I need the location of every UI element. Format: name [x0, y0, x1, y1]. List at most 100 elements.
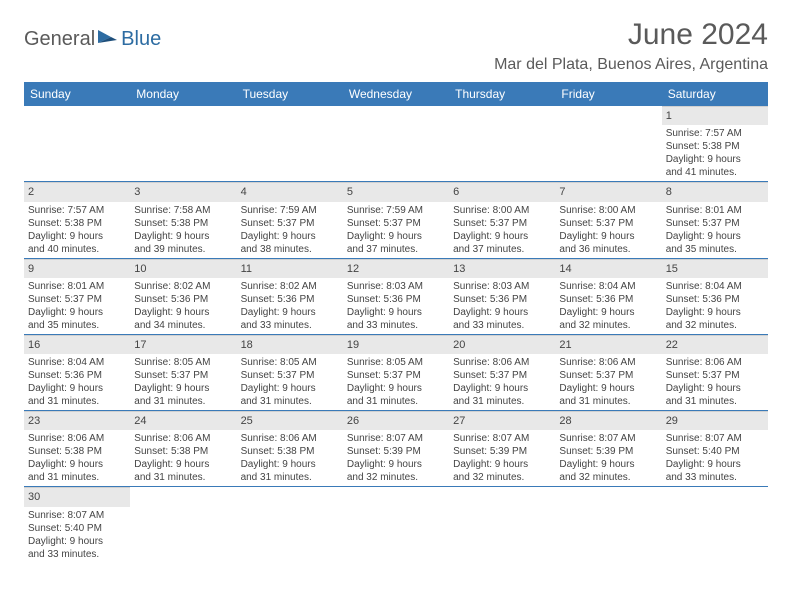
- calendar-cell: 5Sunrise: 7:59 AMSunset: 5:37 PMDaylight…: [343, 182, 449, 258]
- daylight-text: Daylight: 9 hours: [347, 382, 445, 395]
- daylight-text: and 31 minutes.: [347, 395, 445, 408]
- daylight-text: Daylight: 9 hours: [666, 382, 764, 395]
- daylight-text: and 40 minutes.: [28, 243, 126, 256]
- day-number: 30: [24, 487, 130, 506]
- sunset-text: Sunset: 5:36 PM: [241, 293, 339, 306]
- daylight-text: Daylight: 9 hours: [28, 535, 126, 548]
- daylight-text: and 31 minutes.: [134, 471, 232, 484]
- calendar-cell: 25Sunrise: 8:06 AMSunset: 5:38 PMDayligh…: [237, 411, 343, 487]
- sunrise-text: Sunrise: 8:07 AM: [347, 432, 445, 445]
- sunset-text: Sunset: 5:37 PM: [241, 369, 339, 382]
- calendar-row: 23Sunrise: 8:06 AMSunset: 5:38 PMDayligh…: [24, 411, 768, 487]
- day-details: Sunrise: 8:05 AMSunset: 5:37 PMDaylight:…: [130, 354, 236, 410]
- daylight-text: Daylight: 9 hours: [134, 382, 232, 395]
- weekday-header: Thursday: [449, 82, 555, 106]
- weekday-header-row: SundayMondayTuesdayWednesdayThursdayFrid…: [24, 82, 768, 106]
- day-number: 14: [555, 259, 661, 278]
- header: General Blue June 2024 Mar del Plata, Bu…: [24, 18, 768, 74]
- day-details: Sunrise: 7:59 AMSunset: 5:37 PMDaylight:…: [237, 202, 343, 258]
- sunrise-text: Sunrise: 8:00 AM: [559, 204, 657, 217]
- day-details: Sunrise: 8:07 AMSunset: 5:40 PMDaylight:…: [662, 430, 768, 486]
- logo: General Blue: [24, 28, 161, 51]
- calendar-cell-empty: [555, 106, 661, 182]
- sunset-text: Sunset: 5:38 PM: [241, 445, 339, 458]
- day-details: Sunrise: 8:02 AMSunset: 5:36 PMDaylight:…: [237, 278, 343, 334]
- daylight-text: Daylight: 9 hours: [347, 458, 445, 471]
- daylight-text: Daylight: 9 hours: [453, 306, 551, 319]
- day-details: Sunrise: 8:00 AMSunset: 5:37 PMDaylight:…: [555, 202, 661, 258]
- calendar-cell-empty: [24, 106, 130, 182]
- sunset-text: Sunset: 5:36 PM: [559, 293, 657, 306]
- daylight-text: and 31 minutes.: [453, 395, 551, 408]
- day-number: 12: [343, 259, 449, 278]
- day-details: Sunrise: 8:06 AMSunset: 5:37 PMDaylight:…: [449, 354, 555, 410]
- day-number: 26: [343, 411, 449, 430]
- sunrise-text: Sunrise: 7:58 AM: [134, 204, 232, 217]
- calendar-cell: 11Sunrise: 8:02 AMSunset: 5:36 PMDayligh…: [237, 258, 343, 334]
- daylight-text: and 31 minutes.: [28, 471, 126, 484]
- daylight-text: and 34 minutes.: [134, 319, 232, 332]
- day-number: 18: [237, 335, 343, 354]
- day-details: Sunrise: 8:01 AMSunset: 5:37 PMDaylight:…: [662, 202, 768, 258]
- sunset-text: Sunset: 5:36 PM: [28, 369, 126, 382]
- sunset-text: Sunset: 5:36 PM: [347, 293, 445, 306]
- daylight-text: Daylight: 9 hours: [241, 306, 339, 319]
- day-details: Sunrise: 8:05 AMSunset: 5:37 PMDaylight:…: [343, 354, 449, 410]
- daylight-text: and 31 minutes.: [241, 395, 339, 408]
- sunset-text: Sunset: 5:37 PM: [453, 369, 551, 382]
- sunrise-text: Sunrise: 8:06 AM: [28, 432, 126, 445]
- month-title: June 2024: [494, 18, 768, 52]
- calendar-cell-empty: [449, 106, 555, 182]
- calendar-cell: 28Sunrise: 8:07 AMSunset: 5:39 PMDayligh…: [555, 411, 661, 487]
- sunrise-text: Sunrise: 8:07 AM: [666, 432, 764, 445]
- daylight-text: and 33 minutes.: [241, 319, 339, 332]
- calendar-cell-empty: [662, 487, 768, 563]
- sunset-text: Sunset: 5:36 PM: [134, 293, 232, 306]
- day-details: Sunrise: 8:06 AMSunset: 5:38 PMDaylight:…: [24, 430, 130, 486]
- day-details: Sunrise: 8:07 AMSunset: 5:39 PMDaylight:…: [343, 430, 449, 486]
- weekday-header: Wednesday: [343, 82, 449, 106]
- day-details: Sunrise: 8:04 AMSunset: 5:36 PMDaylight:…: [555, 278, 661, 334]
- daylight-text: and 32 minutes.: [453, 471, 551, 484]
- sunrise-text: Sunrise: 8:05 AM: [241, 356, 339, 369]
- calendar-cell: 27Sunrise: 8:07 AMSunset: 5:39 PMDayligh…: [449, 411, 555, 487]
- daylight-text: Daylight: 9 hours: [134, 306, 232, 319]
- day-number: 23: [24, 411, 130, 430]
- day-details: Sunrise: 8:06 AMSunset: 5:38 PMDaylight:…: [237, 430, 343, 486]
- sunrise-text: Sunrise: 8:05 AM: [347, 356, 445, 369]
- sunrise-text: Sunrise: 8:05 AM: [134, 356, 232, 369]
- day-number: 2: [24, 182, 130, 201]
- daylight-text: and 31 minutes.: [241, 471, 339, 484]
- sunset-text: Sunset: 5:37 PM: [347, 369, 445, 382]
- daylight-text: and 32 minutes.: [559, 319, 657, 332]
- daylight-text: and 31 minutes.: [28, 395, 126, 408]
- sunset-text: Sunset: 5:37 PM: [28, 293, 126, 306]
- day-number: 15: [662, 259, 768, 278]
- daylight-text: Daylight: 9 hours: [666, 458, 764, 471]
- calendar-cell-empty: [343, 106, 449, 182]
- sunset-text: Sunset: 5:37 PM: [453, 217, 551, 230]
- calendar-cell: 29Sunrise: 8:07 AMSunset: 5:40 PMDayligh…: [662, 411, 768, 487]
- logo-flag-icon: [97, 28, 119, 51]
- daylight-text: and 31 minutes.: [134, 395, 232, 408]
- sunrise-text: Sunrise: 8:07 AM: [28, 509, 126, 522]
- day-number: 21: [555, 335, 661, 354]
- weekday-header: Saturday: [662, 82, 768, 106]
- daylight-text: and 33 minutes.: [347, 319, 445, 332]
- daylight-text: and 39 minutes.: [134, 243, 232, 256]
- daylight-text: and 36 minutes.: [559, 243, 657, 256]
- sunset-text: Sunset: 5:38 PM: [28, 217, 126, 230]
- day-details: Sunrise: 7:57 AMSunset: 5:38 PMDaylight:…: [662, 125, 768, 181]
- day-number: 8: [662, 182, 768, 201]
- sunrise-text: Sunrise: 8:06 AM: [666, 356, 764, 369]
- calendar-row: 30Sunrise: 8:07 AMSunset: 5:40 PMDayligh…: [24, 487, 768, 563]
- day-details: Sunrise: 7:57 AMSunset: 5:38 PMDaylight:…: [24, 202, 130, 258]
- sunrise-text: Sunrise: 7:59 AM: [347, 204, 445, 217]
- location: Mar del Plata, Buenos Aires, Argentina: [494, 56, 768, 74]
- day-details: Sunrise: 8:02 AMSunset: 5:36 PMDaylight:…: [130, 278, 236, 334]
- daylight-text: and 35 minutes.: [666, 243, 764, 256]
- day-details: Sunrise: 7:58 AMSunset: 5:38 PMDaylight:…: [130, 202, 236, 258]
- daylight-text: Daylight: 9 hours: [28, 458, 126, 471]
- calendar-cell: 7Sunrise: 8:00 AMSunset: 5:37 PMDaylight…: [555, 182, 661, 258]
- day-details: Sunrise: 8:03 AMSunset: 5:36 PMDaylight:…: [343, 278, 449, 334]
